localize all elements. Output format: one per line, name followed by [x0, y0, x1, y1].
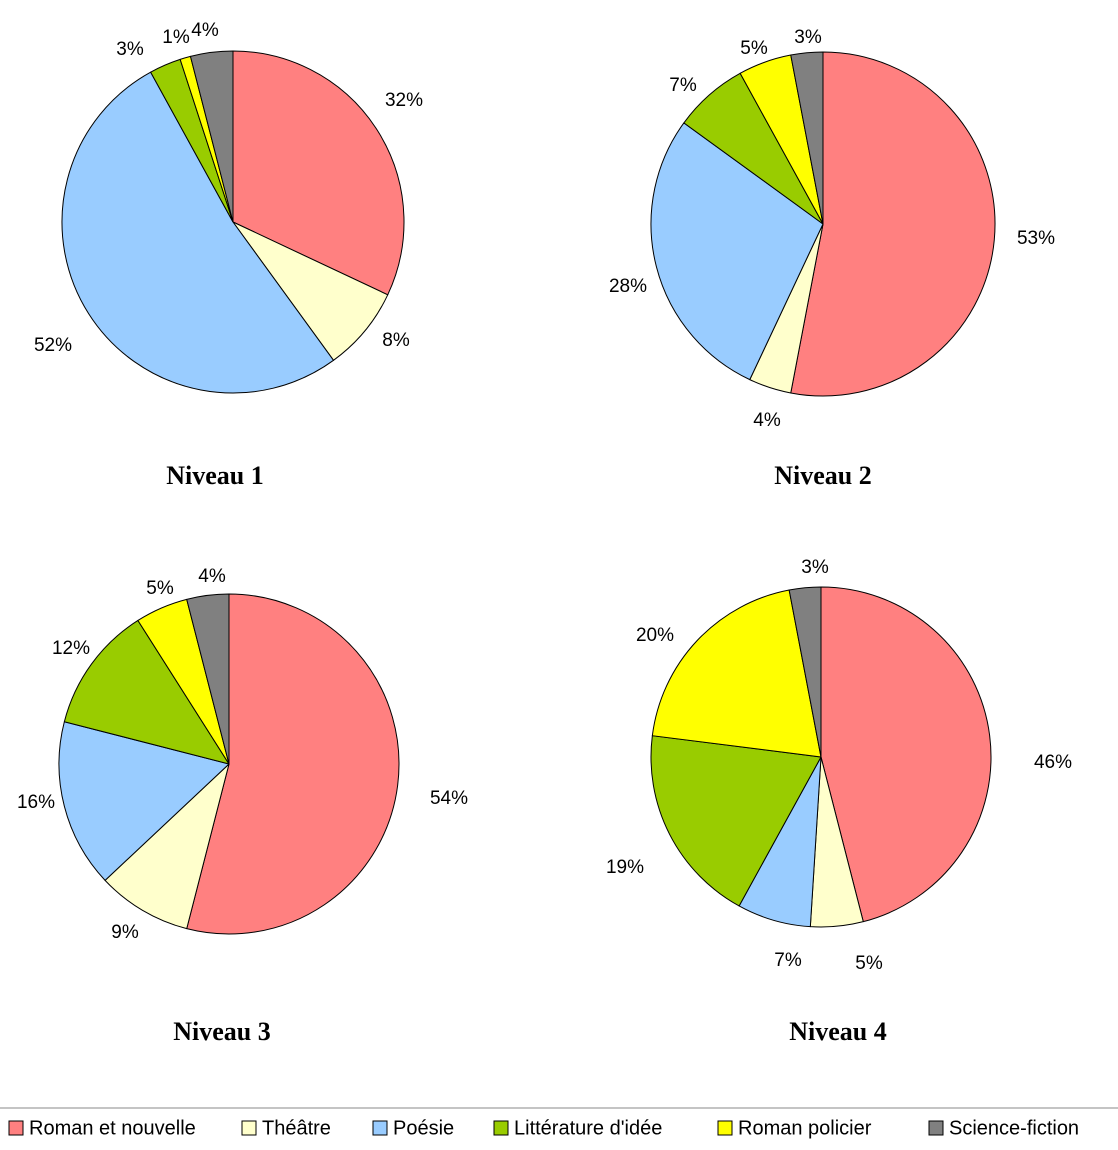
data-label: 46% — [1034, 752, 1072, 773]
data-label: 12% — [52, 638, 90, 659]
pie-slice-po-sie — [650, 122, 824, 381]
pie-slice-science-fiction — [790, 51, 824, 225]
legend-swatch — [493, 1120, 509, 1136]
data-label: 20% — [636, 625, 674, 646]
legend-item: Roman policier — [717, 1117, 872, 1139]
chart-title: Niveau 1 — [166, 461, 264, 490]
data-label: 4% — [198, 566, 226, 587]
data-label: 28% — [609, 276, 647, 297]
data-label: 16% — [17, 792, 55, 813]
legend-item: Littérature d'idée — [493, 1117, 662, 1139]
data-label: 3% — [801, 557, 829, 578]
legend-swatch — [928, 1120, 944, 1136]
pie-slice-litt-rature-d-id-e — [650, 735, 822, 907]
data-label: 5% — [146, 578, 174, 599]
data-label: 53% — [1017, 228, 1055, 249]
data-label: 3% — [794, 27, 822, 48]
pie-slice-science-fiction — [186, 593, 230, 765]
legend-item: Poésie — [372, 1117, 454, 1139]
legend-label: Théâtre — [262, 1117, 331, 1139]
data-label: 1% — [162, 27, 190, 48]
data-label: 7% — [774, 950, 802, 971]
legend-item: Science-fiction — [928, 1117, 1079, 1139]
legend-swatch — [717, 1120, 733, 1136]
chart-title: Niveau 4 — [789, 1017, 887, 1046]
data-label: 7% — [669, 75, 697, 96]
data-label: 32% — [385, 90, 423, 111]
pie-chart-2: 53% 4% 28% 7% 5% 3% Niveau 2 — [609, 27, 1055, 490]
legend-swatch — [8, 1120, 24, 1136]
data-label: 3% — [116, 39, 144, 60]
legend-label: Littérature d'idée — [514, 1117, 662, 1139]
legend-label: Roman et nouvelle — [29, 1117, 196, 1139]
legend-item: Théâtre — [241, 1117, 331, 1139]
data-label: 5% — [855, 953, 883, 974]
pie-slice-po-sie — [58, 721, 230, 881]
pie-slice-roman-policier — [651, 589, 822, 758]
pie-slice-roman-et-nouvelle — [186, 593, 400, 935]
legend-label: Science-fiction — [949, 1117, 1079, 1139]
chart-title: Niveau 3 — [173, 1017, 271, 1046]
pie-slice-roman-et-nouvelle — [820, 586, 992, 923]
pie-slice-science-fiction — [189, 50, 234, 223]
legend-label: Roman policier — [738, 1117, 872, 1139]
pie-chart-4: 46% 5% 7% 19% 20% 3% Niveau 4 — [606, 557, 1072, 1046]
pie-chart-1: 32% 8% 52% 3% 1% 4% Niveau 1 — [34, 20, 423, 490]
pie-slice-po-sie — [61, 71, 335, 394]
legend: Roman et nouvelle Théâtre Poésie Littératur… — [8, 1117, 1079, 1139]
data-label: 5% — [740, 38, 768, 59]
data-label: 9% — [111, 922, 139, 943]
legend-label: Poésie — [393, 1117, 454, 1139]
data-label: 4% — [191, 20, 219, 41]
pie-slice-litt-rature-d-id-e — [63, 619, 230, 765]
data-label: 54% — [430, 788, 468, 809]
legend-item: Roman et nouvelle — [8, 1117, 196, 1139]
pie-slice-roman-et-nouvelle — [232, 50, 405, 296]
pie-slice-th-tre — [104, 763, 230, 930]
legend-swatch — [372, 1120, 388, 1136]
data-label: 8% — [382, 330, 410, 351]
pie-chart-3: 54% 9% 16% 12% 5% 4% Niveau 3 — [17, 566, 468, 1046]
pie-slice-roman-et-nouvelle — [790, 51, 996, 397]
data-label: 52% — [34, 335, 72, 356]
data-label: 4% — [753, 410, 781, 431]
legend-swatch — [241, 1120, 257, 1136]
chart-title: Niveau 2 — [774, 461, 872, 490]
pie-slice-science-fiction — [788, 586, 822, 758]
data-label: 19% — [606, 857, 644, 878]
